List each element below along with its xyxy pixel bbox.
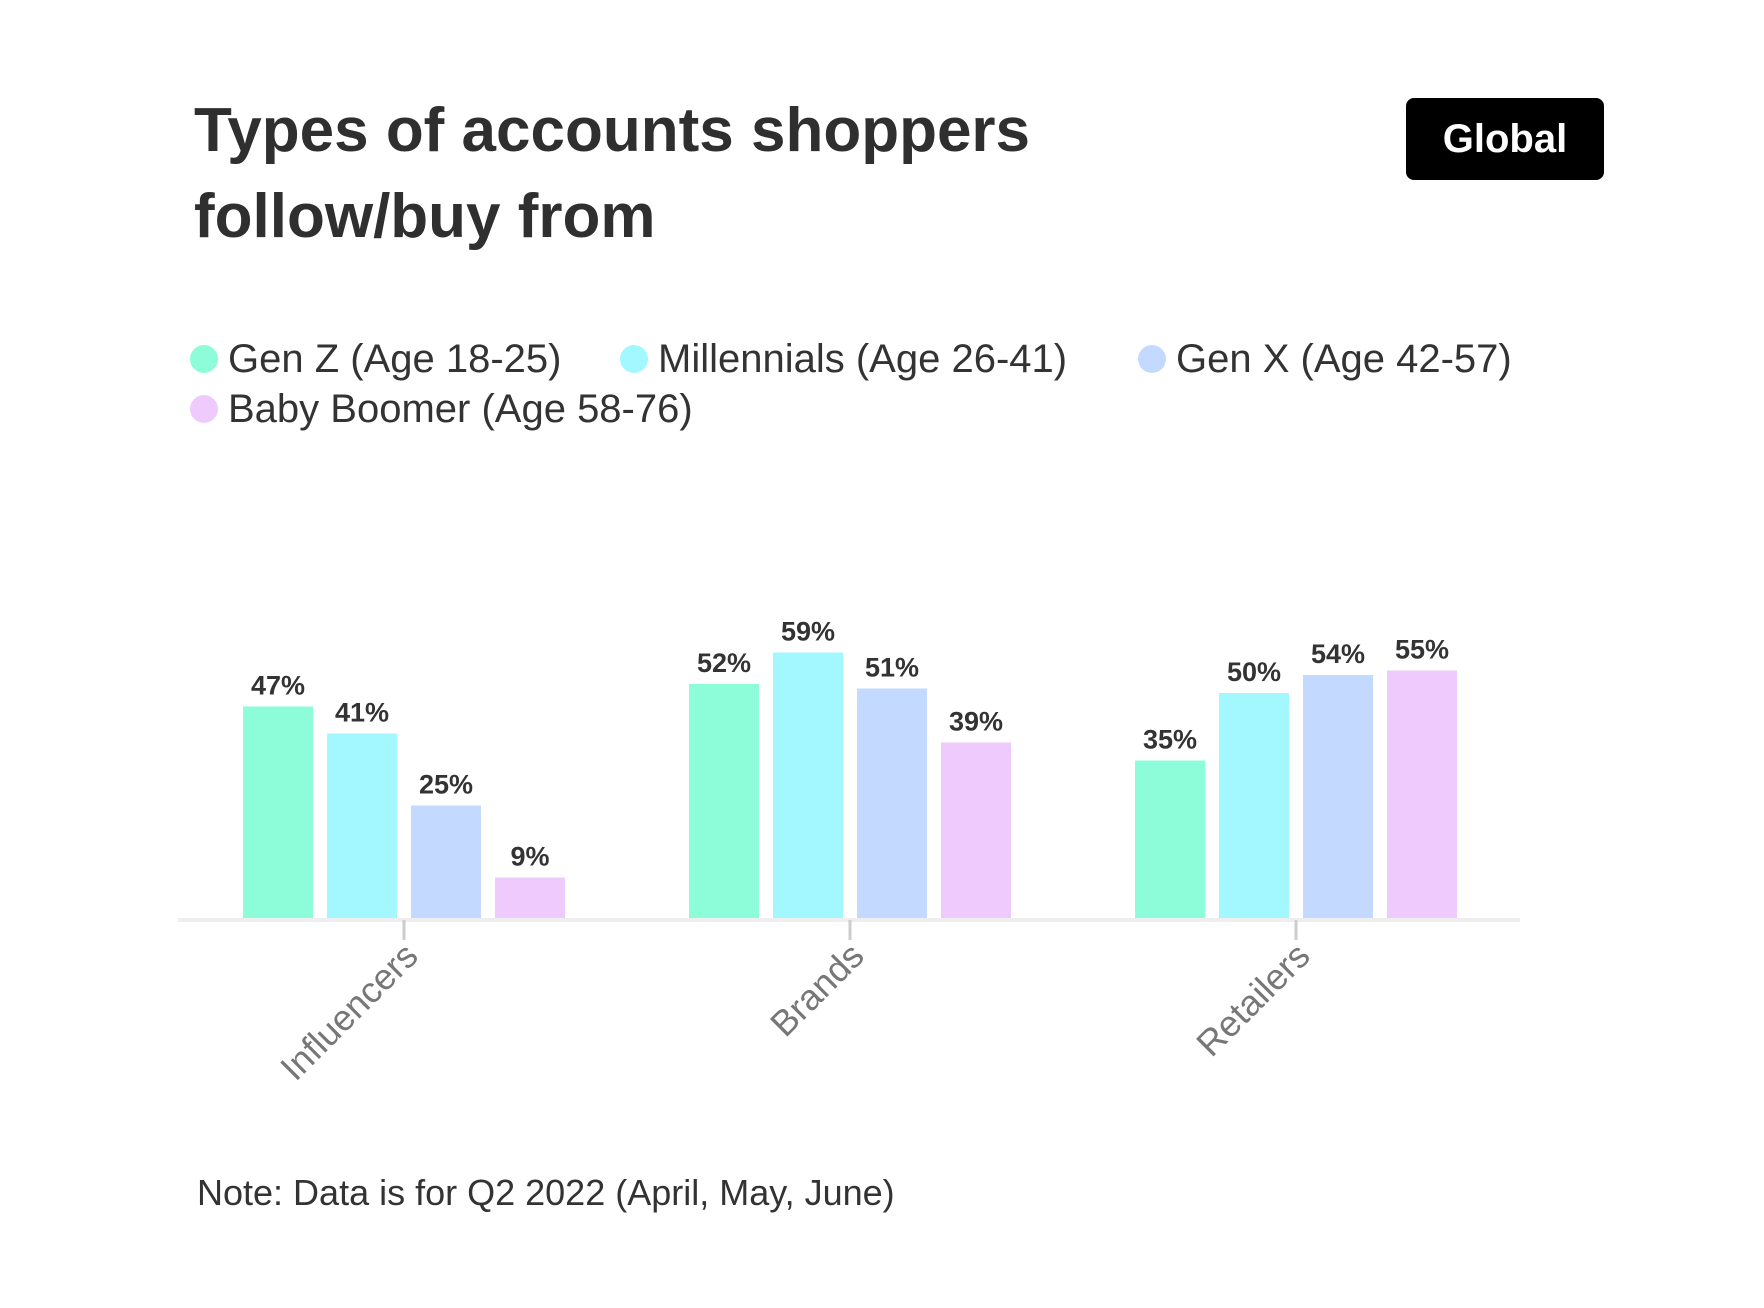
bar-retailers-millennials — [1219, 693, 1289, 918]
data-label-influencers-gen-x: 25% — [419, 770, 473, 800]
bar-brands-baby-boomer — [941, 742, 1011, 918]
legend-row-2: Baby Boomer (Age 58-76) — [190, 384, 1590, 434]
legend-label-gen-x: Gen X (Age 42-57) — [1176, 336, 1512, 381]
x-tick-label-brands: Brands — [762, 935, 872, 1045]
data-label-influencers-baby-boomer: 9% — [510, 842, 549, 872]
data-label-retailers-baby-boomer: 55% — [1395, 635, 1449, 665]
legend-item-millennials: Millennials (Age 26-41) — [620, 334, 1067, 384]
legend-label-baby-boomer: Baby Boomer (Age 58-76) — [228, 386, 693, 431]
x-tick-label-influencers: Influencers — [272, 935, 426, 1089]
bar-brands-gen-x — [857, 688, 927, 918]
data-label-brands-baby-boomer: 39% — [949, 707, 1003, 737]
bar-retailers-gen-z — [1135, 760, 1205, 918]
bar-brands-gen-z — [689, 684, 759, 918]
data-label-retailers-gen-x: 54% — [1311, 639, 1365, 669]
data-label-retailers-millennials: 50% — [1227, 657, 1281, 687]
data-label-brands-gen-z: 52% — [697, 648, 751, 678]
legend-label-millennials: Millennials (Age 26-41) — [658, 336, 1068, 381]
legend-item-gen-z: Gen Z (Age 18-25) — [190, 334, 562, 384]
x-tick-label-retailers: Retailers — [1188, 935, 1317, 1064]
legend-swatch-millennials — [620, 345, 648, 373]
region-badge: Global — [1406, 98, 1604, 180]
legend-swatch-gen-x — [1138, 345, 1166, 373]
bar-retailers-gen-x — [1303, 675, 1373, 918]
data-label-retailers-gen-z: 35% — [1143, 725, 1197, 755]
bar-influencers-gen-x — [411, 805, 481, 918]
bar-influencers-baby-boomer — [495, 877, 565, 918]
bar-influencers-millennials — [327, 733, 397, 918]
data-label-brands-gen-x: 51% — [865, 653, 919, 683]
legend-swatch-gen-z — [190, 345, 218, 373]
bar-influencers-gen-z — [243, 706, 313, 918]
data-label-brands-millennials: 59% — [781, 617, 835, 647]
legend: Gen Z (Age 18-25) Millennials (Age 26-41… — [190, 334, 1590, 434]
chart-title: Types of accounts shoppers follow/buy fr… — [194, 96, 1031, 251]
bar-chart: 47% 41% 25% 9% 52% 59% 51% 39% 35% 50% 54% 55% Influ… — [178, 617, 1520, 1089]
legend-item-baby-boomer: Baby Boomer (Age 58-76) — [190, 384, 693, 434]
legend-label-gen-z: Gen Z (Age 18-25) — [228, 336, 562, 381]
data-label-influencers-millennials: 41% — [335, 698, 389, 728]
legend-item-gen-x: Gen X (Age 42-57) — [1138, 334, 1512, 384]
legend-row-1: Gen Z (Age 18-25) Millennials (Age 26-41… — [190, 334, 1590, 384]
bar-brands-millennials — [773, 652, 843, 918]
footnote: Note: Data is for Q2 2022 (April, May, J… — [197, 1172, 895, 1213]
data-label-influencers-gen-z: 47% — [251, 671, 305, 701]
bar-retailers-baby-boomer — [1387, 670, 1457, 918]
legend-swatch-baby-boomer — [190, 395, 218, 423]
